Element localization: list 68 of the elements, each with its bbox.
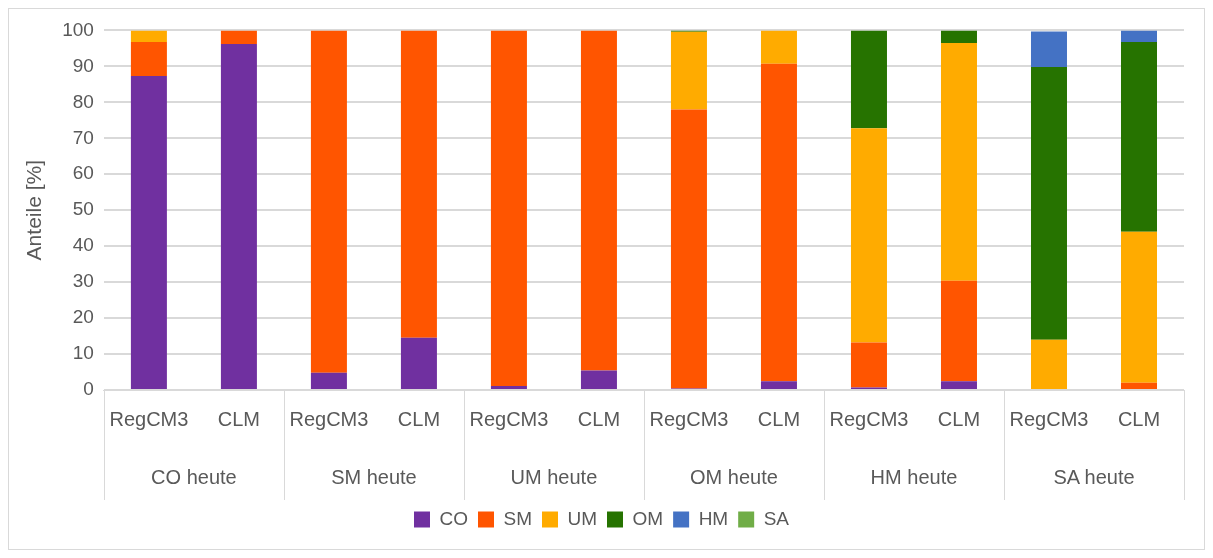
bar (220, 30, 257, 45)
y-tick-label: 10 (72, 342, 94, 364)
y-tick-label: 50 (72, 198, 94, 220)
bar (130, 41, 167, 77)
bar (580, 30, 617, 371)
bar (760, 63, 797, 382)
y-tick-label: 30 (72, 270, 94, 292)
bar (940, 381, 977, 389)
bar (130, 76, 167, 389)
y-tick-label: 70 (72, 126, 94, 148)
text: OM heute (690, 465, 778, 488)
bar (850, 30, 887, 129)
bar (940, 280, 977, 382)
bar (1030, 67, 1067, 340)
x-tick-label: CLM (1117, 407, 1161, 430)
bar (670, 31, 707, 110)
y-tick-label: 100 (62, 18, 94, 40)
text: SM heute (331, 465, 417, 488)
bar (850, 342, 887, 388)
bar (1120, 382, 1157, 389)
bar (1030, 31, 1067, 68)
text: CO heute (151, 465, 237, 488)
x-tick-label: RegCM3 (109, 407, 189, 430)
x-tick-label: RegCM3 (829, 407, 909, 430)
y-tick-label: 20 (72, 306, 94, 328)
bar (940, 30, 977, 43)
bar (760, 30, 797, 64)
x-tick-label: RegCM3 (1009, 407, 1089, 430)
legend-label: SM (503, 507, 532, 529)
bar (850, 128, 887, 343)
x-tick-label: RegCM3 (649, 407, 729, 430)
bar (1030, 339, 1067, 389)
y-tick-label: 40 (72, 234, 94, 256)
text: SA heute (1053, 465, 1135, 488)
bar (580, 370, 617, 389)
legend-label: HM (698, 507, 729, 529)
bar (490, 30, 527, 387)
bar (220, 44, 257, 389)
bar (490, 386, 527, 389)
bar (670, 109, 707, 389)
x-tick-label: CLM (217, 407, 261, 430)
bar (1120, 30, 1157, 42)
bar (310, 372, 347, 389)
y-tick-label: 0 (83, 378, 94, 400)
legend-label: CO (439, 507, 468, 529)
legend-label: UM (567, 507, 598, 529)
text: HM heute (870, 465, 958, 488)
x-tick-label: CLM (397, 407, 441, 430)
x-tick-label: RegCM3 (289, 407, 369, 430)
legend-label: SA (763, 507, 790, 529)
y-tick-label: 60 (72, 162, 94, 184)
bar (1120, 231, 1157, 383)
bar (940, 42, 977, 281)
legend-label: OM (632, 507, 664, 529)
y-axis-title: Anteile [%] (22, 160, 46, 261)
bar (400, 337, 437, 389)
x-tick-label: CLM (937, 407, 981, 430)
bar (760, 381, 797, 389)
bar (1120, 41, 1157, 232)
text: UM heute (510, 465, 598, 488)
y-tick-label: 80 (72, 90, 94, 112)
y-tick-label: 90 (72, 54, 94, 76)
x-tick-label: CLM (757, 407, 801, 430)
x-tick-label: CLM (577, 407, 621, 430)
x-tick-label: RegCM3 (469, 407, 549, 430)
bar (130, 30, 167, 42)
bar (310, 30, 347, 373)
bar (400, 30, 437, 338)
